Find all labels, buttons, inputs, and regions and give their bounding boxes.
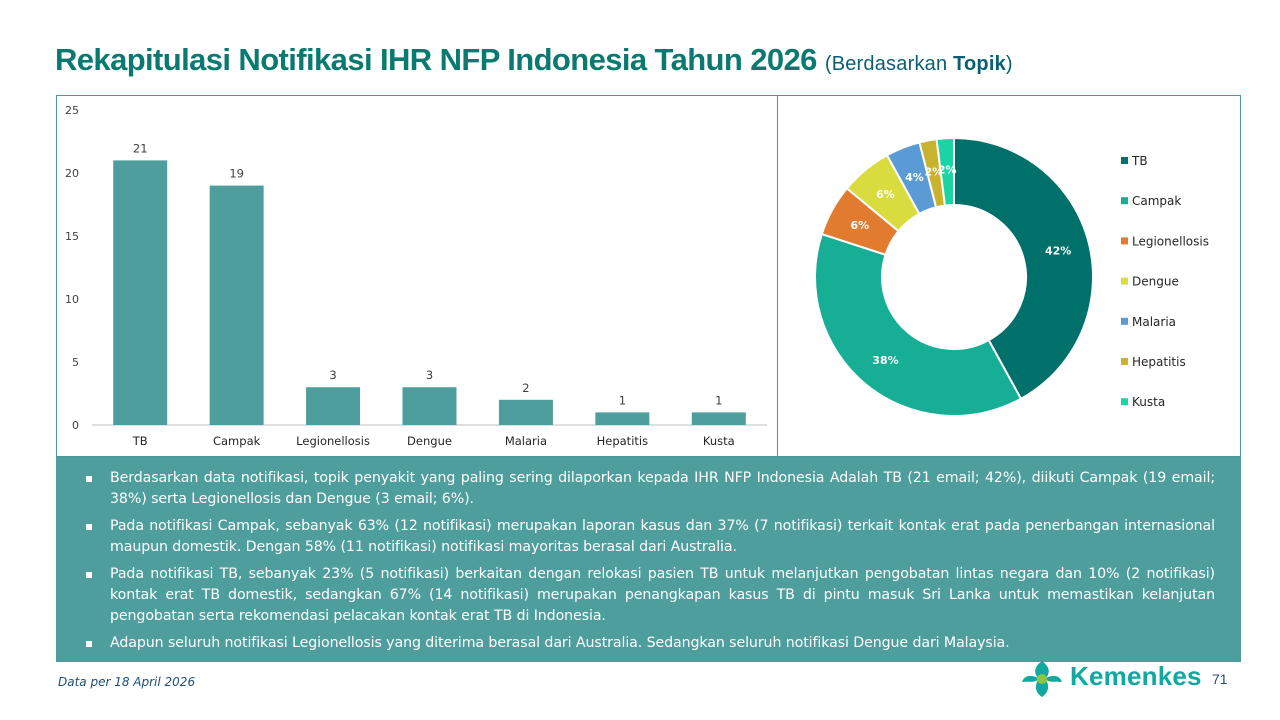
legend-label: TB (1131, 154, 1148, 168)
donut-value-label: 42% (1045, 244, 1071, 257)
page-title: Rekapitulasi Notifikasi IHR NFP Indonesi… (55, 42, 1013, 78)
kemenkes-logo-icon (1022, 661, 1062, 697)
donut-value-label: 2% (938, 164, 957, 177)
legend-swatch (1121, 398, 1128, 406)
y-tick-label: 15 (65, 230, 79, 243)
legend-swatch (1121, 197, 1128, 205)
donut-slice-campak (814, 232, 1023, 417)
bar-chart-panel: 0 5 10 15 20 25 21 TB 19 Campak 3 Legionellosis 3 Den… (56, 95, 778, 457)
notes-list: Berdasarkan data notifikasi, topik penya… (82, 468, 1215, 654)
legend-label: Dengue (1132, 275, 1179, 289)
bar-campak (209, 185, 264, 425)
y-tick-label: 5 (72, 356, 79, 369)
x-tick-label: Dengue (407, 434, 452, 448)
bar-value-label: 21 (133, 141, 148, 155)
bar-malaria (498, 399, 553, 425)
bar-value-label: 3 (426, 368, 433, 382)
legend-item: Kusta (1121, 395, 1165, 409)
y-tick-label: 25 (65, 104, 79, 117)
title-main: Rekapitulasi Notifikasi IHR NFP Indonesi… (55, 42, 817, 77)
bar-value-label: 3 (329, 368, 336, 382)
legend-swatch (1121, 237, 1128, 245)
bar-value-label: 1 (715, 393, 722, 407)
note-item: Pada notifikasi TB, sebanyak 23% (5 noti… (82, 564, 1215, 627)
legend-label: Campak (1132, 194, 1181, 208)
x-tick-label: Campak (213, 434, 261, 448)
bar-dengue (402, 387, 457, 425)
legend-item: Hepatitis (1121, 355, 1186, 369)
title-subtitle: (Berdasarkan Topik) (824, 53, 1013, 75)
donut-value-label: 4% (905, 171, 924, 184)
legend-label: Kusta (1132, 395, 1165, 409)
legend-swatch (1121, 358, 1128, 365)
legend-swatch (1121, 317, 1128, 325)
data-date-note: Data per 18 April 2026 (58, 675, 196, 689)
note-item: Adapun seluruh notifikasi Legionellosis … (82, 633, 1215, 654)
bar-hepatitis (595, 412, 650, 425)
donut-chart: 42%38%6%6%4% 2%2%TBCampakLegionellosisDen… (814, 136, 1209, 417)
legend-item: TB (1121, 154, 1148, 168)
x-tick-label: Hepatitis (597, 434, 648, 448)
note-item: Berdasarkan data notifikasi, topik penya… (82, 468, 1215, 510)
x-tick-label: Kusta (703, 434, 735, 448)
legend-item: Legionellosis (1121, 234, 1209, 248)
bar-value-label: 19 (229, 167, 244, 181)
legend-label: Hepatitis (1132, 355, 1186, 369)
legend-item: Malaria (1121, 315, 1176, 329)
bar-legionellosis (306, 387, 361, 425)
y-tick-label: 10 (65, 293, 79, 306)
x-tick-label: TB (132, 434, 148, 448)
legend-label: Legionellosis (1132, 234, 1209, 248)
donut-value-label: 6% (850, 219, 869, 232)
donut-value-label: 38% (872, 354, 898, 367)
kemenkes-logo-text: Kemenkes (1070, 661, 1202, 691)
kemenkes-logo: Kemenkes (1020, 655, 1210, 703)
bar-value-label: 2 (522, 381, 529, 395)
y-tick-label: 20 (65, 167, 79, 180)
donut-value-label: 6% (876, 188, 895, 201)
x-tick-label: Malaria (505, 434, 547, 448)
donut-slice-kusta (935, 136, 955, 207)
bar-kusta (691, 412, 746, 425)
donut-value-label: 2% (925, 165, 944, 178)
page-number: 71 (1212, 671, 1228, 687)
bar-tb (113, 160, 168, 425)
legend-item: Campak (1121, 194, 1181, 208)
donut-chart-panel: 42% 38% 6% 6% 4% 2% 2% TB Campak Legionellosis Den… (777, 95, 1241, 457)
legend-item: Dengue (1121, 275, 1179, 289)
bar-value-label: 1 (619, 393, 626, 407)
legend-swatch (1121, 277, 1128, 285)
bar-chart: 051015202521TB19Campak3Legionellosis3Den… (65, 104, 767, 448)
legend-label: Malaria (1132, 315, 1176, 329)
x-tick-label: Legionellosis (296, 434, 370, 448)
note-item: Pada notifikasi Campak, sebanyak 63% (12… (82, 516, 1215, 558)
summary-notes: Berdasarkan data notifikasi, topik penya… (56, 457, 1241, 662)
donut-slice-tb (953, 136, 1094, 401)
legend-swatch (1121, 157, 1128, 164)
y-tick-label: 0 (72, 419, 79, 432)
